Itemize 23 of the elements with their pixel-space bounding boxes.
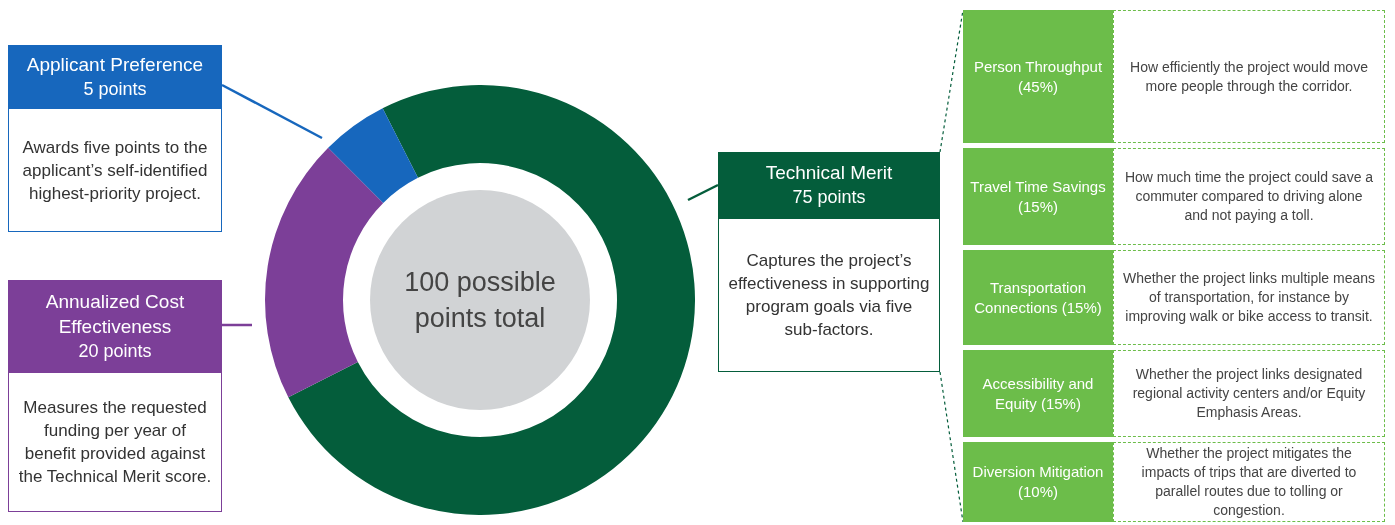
- text: Whether the project links multiple means of transportation, for instance by improving walk or bike access to transit.: [1113, 250, 1385, 345]
- text: Captures the project’s effectiveness in supporting program goals via five sub-factors.: [718, 218, 940, 372]
- text: Measures the requested funding per year of benefit provided against the Technical Merit score.: [8, 372, 222, 512]
- text: Awards five points to the applicant’s self-identified highest-priority project.: [8, 108, 222, 232]
- slice-label: Technical Merit: [764, 161, 894, 185]
- legend-label: Annualized Cost Effectiveness: [44, 289, 186, 339]
- donut-slice: [328, 108, 418, 204]
- text: Accessibility and Equity (15%): [963, 350, 1113, 437]
- text: Whether the project mitigates the impacts of trips that are diverted to parallel routes due to tolling or congestion.: [1113, 442, 1385, 522]
- data-label: 20 points: [77, 339, 153, 363]
- donut-slice: [265, 147, 384, 398]
- slice-label: Applicant Preference: [25, 52, 205, 77]
- text: How much time the project could save a commuter compared to driving alone and not paying a toll.: [1113, 148, 1385, 245]
- text: 100 possible points total: [370, 190, 590, 410]
- data-label: 75 points: [791, 186, 867, 209]
- text: Diversion Mitigation (10%): [963, 442, 1113, 522]
- donut-slice: [288, 85, 695, 515]
- text: Travel Time Savings (15%): [963, 148, 1113, 245]
- text: Whether the project links designated regional activity centers and/or Equity Emphasis Areas.: [1113, 350, 1385, 437]
- text: How efficiently the project would move more people through the corridor.: [1113, 10, 1385, 143]
- data-label: 5 points: [82, 77, 148, 101]
- text: Person Throughput (45%): [963, 10, 1113, 143]
- text: Transportation Connections (15%): [963, 250, 1113, 345]
